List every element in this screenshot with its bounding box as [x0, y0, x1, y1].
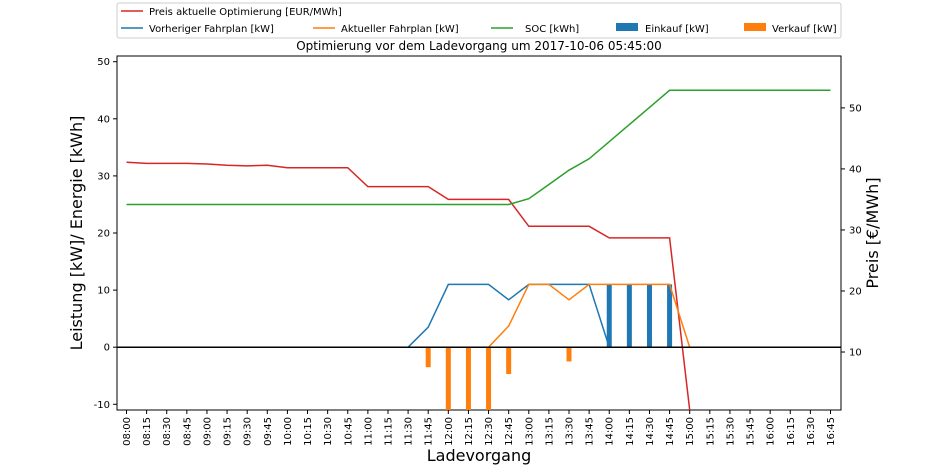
x-tick-label-1145: 11:45 — [424, 417, 435, 446]
legend-swatch-purchase — [616, 23, 638, 31]
x-tick-label-0930: 09:30 — [243, 417, 254, 446]
sale-bar-1200 — [445, 347, 451, 410]
x-tick-label-1530: 15:30 — [725, 417, 736, 446]
x-tick-label-1615: 16:15 — [786, 417, 797, 446]
sale-bar-1230 — [486, 347, 492, 410]
x-tick-label-1215: 12:15 — [464, 417, 475, 446]
x-tick-label-1130: 11:30 — [404, 417, 415, 446]
x-tick-label-1000: 10:00 — [283, 417, 294, 446]
x-tick-label-1300: 13:00 — [524, 417, 535, 446]
sale-bar-1330 — [566, 347, 572, 362]
legend: Preis aktuelle Optimierung [EUR/MWh] Vor… — [116, 2, 842, 39]
right-tick-label-30: 30 — [849, 225, 862, 236]
x-tick-label-1030: 10:30 — [323, 417, 334, 446]
left-axis-ticks: -10 0 10 20 30 40 50 — [94, 57, 117, 411]
right-axis-ticks: 10 20 30 40 50 — [841, 103, 862, 359]
right-tick-label-40: 40 — [849, 164, 862, 175]
x-tick-label-1245: 12:45 — [504, 417, 515, 446]
sale-bar-1145 — [425, 347, 431, 368]
left-tick-label-10: 10 — [97, 286, 110, 297]
legend-label-previous-plan: Vorheriger Fahrplan [kW] — [149, 24, 274, 35]
left-tick-label-20: 20 — [97, 229, 110, 240]
purchase-bar-1400 — [606, 284, 612, 348]
right-tick-label-20: 20 — [849, 286, 862, 297]
x-tick-label-1445: 14:45 — [665, 417, 676, 446]
x-tick-label-1015: 10:15 — [303, 417, 314, 446]
x-axis-ticks: 08:00 08:15 08:30 08:45 09:00 09:15 09:30 09:45… — [122, 410, 837, 446]
x-tick-label-1515: 15:15 — [705, 417, 716, 446]
legend-swatch-sale — [744, 23, 766, 31]
left-tick-label-50: 50 — [97, 57, 110, 68]
x-tick-label-0900: 09:00 — [202, 417, 213, 446]
x-tick-label-0915: 09:15 — [223, 417, 234, 446]
x-tick-label-1315: 13:15 — [544, 417, 555, 446]
legend-label-current-plan: Aktueller Fahrplan [kW] — [341, 24, 459, 35]
x-tick-label-0845: 08:45 — [182, 417, 193, 446]
x-tick-label-1645: 16:45 — [826, 417, 837, 446]
left-tick-label--10: -10 — [94, 400, 110, 411]
y-axis-label-right: Preis [€/MWh] — [863, 177, 882, 288]
right-tick-label-10: 10 — [849, 348, 862, 359]
legend-label-soc: SOC [kWh] — [525, 24, 579, 35]
legend-label-sale: Verkauf [kW] — [772, 24, 837, 35]
y-axis-label-left: Leistung [kW]/ Energie [kWh] — [67, 116, 86, 351]
x-tick-label-1630: 16:30 — [806, 417, 817, 446]
x-tick-label-0830: 08:30 — [162, 417, 173, 446]
x-tick-label-1230: 12:30 — [484, 417, 495, 446]
legend-label-price: Preis aktuelle Optimierung [EUR/MWh] — [149, 7, 342, 18]
left-tick-label-30: 30 — [97, 171, 110, 182]
x-tick-label-1545: 15:45 — [746, 417, 757, 446]
x-tick-label-1200: 12:00 — [444, 417, 455, 446]
x-tick-label-1430: 14:30 — [645, 417, 656, 446]
chart-title: Optimierung vor dem Ladevorgang um 2017-… — [296, 39, 662, 53]
x-axis-label: Ladevorgang — [427, 446, 532, 465]
left-tick-label-40: 40 — [97, 114, 110, 125]
right-tick-label-50: 50 — [849, 103, 862, 114]
x-tick-label-1100: 11:00 — [363, 417, 374, 446]
x-tick-label-1045: 10:45 — [343, 417, 354, 446]
sale-bar-1245 — [506, 347, 512, 375]
x-tick-label-0815: 08:15 — [142, 417, 153, 446]
x-tick-label-0945: 09:45 — [263, 417, 274, 446]
x-tick-label-1400: 14:00 — [605, 417, 616, 446]
legend-frame — [116, 2, 842, 39]
x-tick-label-1115: 11:15 — [383, 417, 394, 446]
x-tick-label-1500: 15:00 — [685, 417, 696, 446]
purchase-bar-1430 — [646, 284, 652, 348]
x-tick-label-0800: 08:00 — [122, 417, 133, 446]
left-tick-label-0: 0 — [104, 343, 110, 354]
soc-line — [126, 89, 831, 206]
x-tick-label-1415: 14:15 — [625, 417, 636, 446]
x-tick-label-1600: 16:00 — [766, 417, 777, 446]
purchase-bar-1445 — [667, 284, 673, 348]
price-line — [126, 161, 691, 410]
plot-area — [116, 55, 842, 411]
bars-layer — [425, 284, 673, 410]
x-tick-label-1330: 13:30 — [565, 417, 576, 446]
legend-label-purchase: Einkauf [kW] — [645, 24, 709, 35]
x-tick-label-1345: 13:45 — [585, 417, 596, 446]
sale-bar-1215 — [465, 347, 471, 410]
purchase-bar-1415 — [626, 284, 632, 348]
